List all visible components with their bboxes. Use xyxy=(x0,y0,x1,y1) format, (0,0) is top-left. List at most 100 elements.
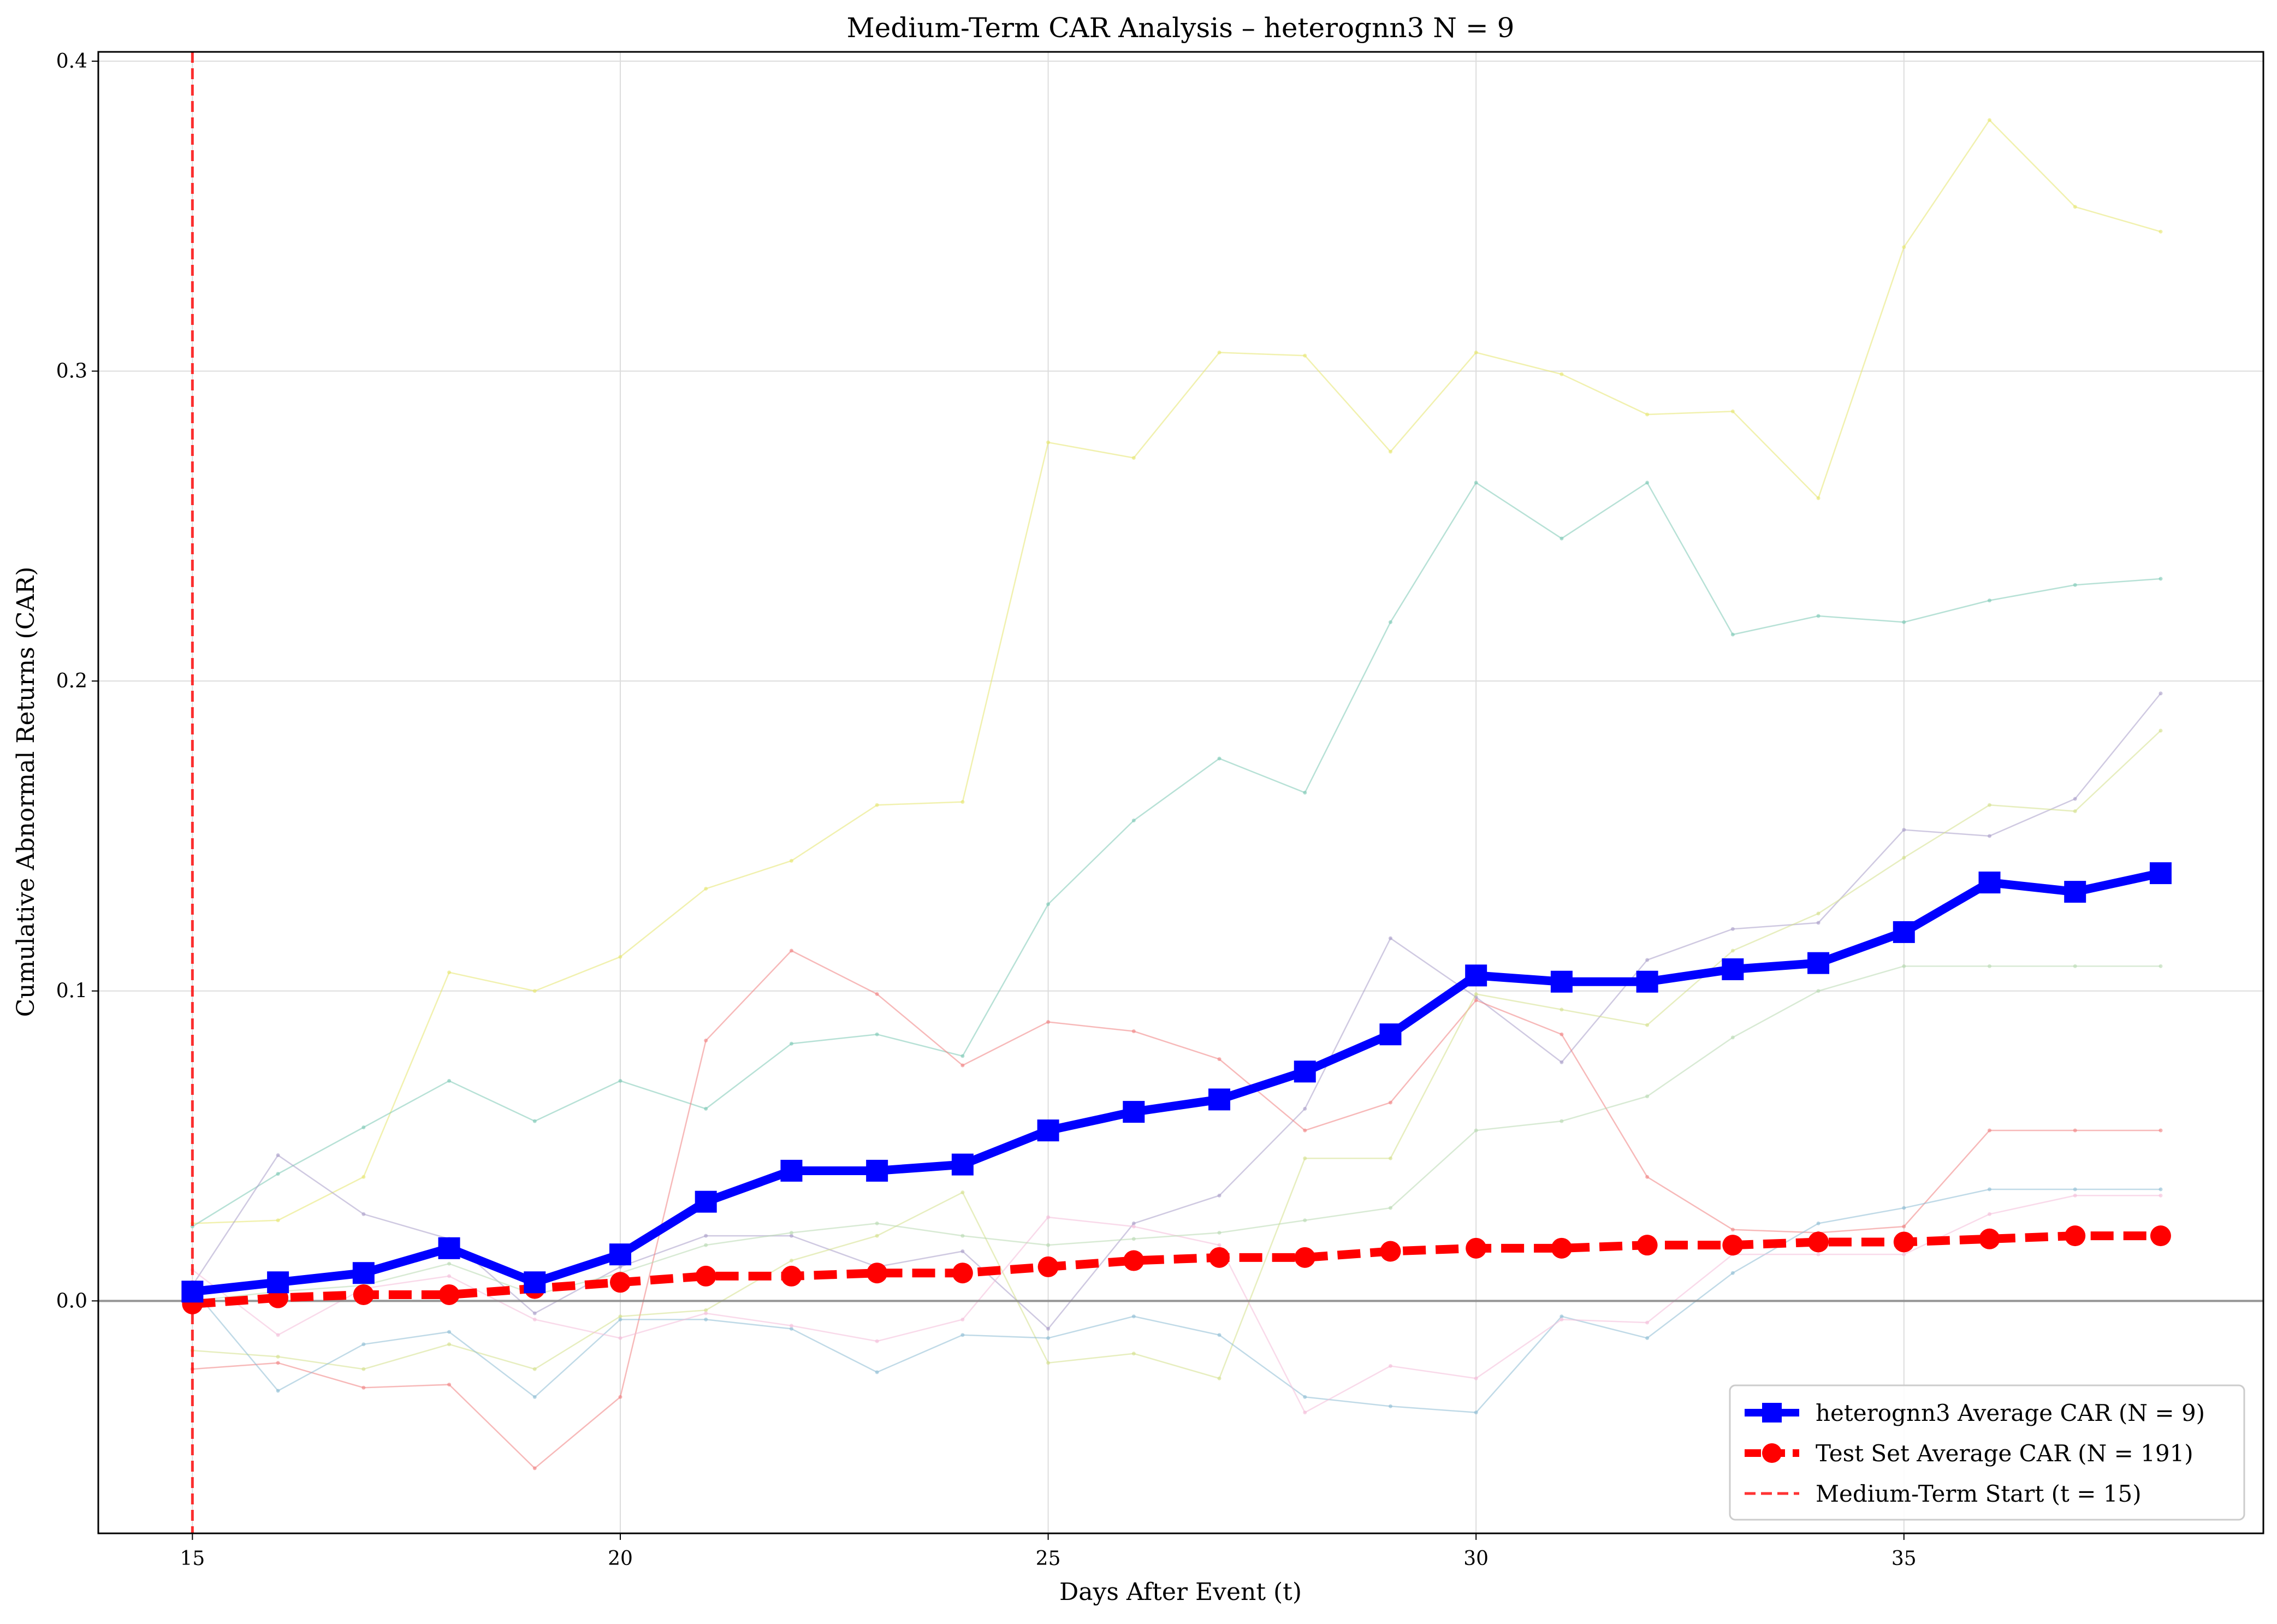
test-set-average-point xyxy=(1722,1235,1744,1256)
x-tick-label: 15 xyxy=(180,1548,205,1570)
individual-car-point xyxy=(960,1190,965,1195)
individual-car-point xyxy=(1217,1243,1221,1247)
individual-car-point xyxy=(789,1324,793,1328)
heterognn3-average-point xyxy=(267,1271,289,1294)
individual-car-point xyxy=(2159,964,2163,968)
individual-car-point xyxy=(1987,1128,1991,1133)
individual-car-point xyxy=(1388,1100,1392,1105)
individual-car-point xyxy=(704,1308,708,1312)
individual-car-point xyxy=(1131,1352,1136,1356)
individual-car-point xyxy=(1131,456,1136,460)
individual-car-point xyxy=(447,1330,452,1334)
individual-car-point xyxy=(361,1342,366,1347)
individual-car-point xyxy=(960,1063,965,1068)
legend-entry-test-set: Test Set Average CAR (N = 191) xyxy=(1816,1440,2193,1467)
individual-car-point xyxy=(1987,118,1991,122)
legend-entry-medium-term-start: Medium-Term Start (t = 15) xyxy=(1816,1480,2142,1507)
individual-car-point xyxy=(875,1221,879,1225)
individual-car-point xyxy=(1303,1218,1307,1223)
individual-car-point xyxy=(2073,797,2077,801)
axis-ticks: 15 20 25 30 35 0.0 0.1 0.2 0.3 0.4 xyxy=(56,50,1917,1570)
individual-car-point xyxy=(1131,1224,1136,1229)
individual-car-point xyxy=(1645,1175,1650,1179)
y-axis-label: Cumulative Abnormal Returns (CAR) xyxy=(12,567,40,1017)
individual-car-point xyxy=(1559,1032,1564,1036)
individual-car-point xyxy=(1730,949,1735,953)
individual-car-point xyxy=(1474,1410,1478,1415)
individual-car-point xyxy=(1303,1106,1307,1111)
heterognn3-average-point xyxy=(1893,921,1915,943)
x-tick-label: 35 xyxy=(1891,1548,1917,1570)
individual-car-point xyxy=(618,1336,622,1340)
individual-car-point xyxy=(1645,412,1650,417)
individual-car-point xyxy=(1217,1057,1221,1062)
individual-car-point xyxy=(618,1317,622,1321)
individual-car-point xyxy=(532,1367,537,1371)
plot-frame xyxy=(97,51,2264,1534)
legend-box xyxy=(1729,1384,2245,1521)
individual-car-point xyxy=(447,1383,452,1387)
individual-car-point xyxy=(875,1370,879,1374)
individual-car-point xyxy=(2159,229,2163,234)
individual-car-point xyxy=(618,1314,622,1319)
y-tick-label: 0.3 xyxy=(56,360,87,383)
individual-car-point xyxy=(1987,598,1991,603)
individual-car-point xyxy=(276,1153,280,1158)
individual-car-point xyxy=(276,1218,280,1223)
individual-car-point xyxy=(618,955,622,959)
individual-car-point xyxy=(1902,1252,1906,1256)
individual-car-point xyxy=(1046,1020,1051,1024)
individual-car-point xyxy=(447,1342,452,1347)
individual-car-point xyxy=(361,1385,366,1390)
individual-car-point xyxy=(1559,1119,1564,1123)
individual-car-point xyxy=(1388,936,1392,940)
heterognn3-average-point xyxy=(438,1237,460,1259)
test-set-average-point xyxy=(438,1284,460,1305)
legend-entry-heterognn3: heterognn3 Average CAR (N = 9) xyxy=(1816,1400,2205,1426)
individual-car-point xyxy=(1559,372,1564,376)
heterognn3-average-point xyxy=(1550,970,1573,993)
test-set-average-point xyxy=(2065,1225,2086,1247)
individual-car-point xyxy=(1474,1376,1478,1380)
individual-car-point xyxy=(1388,1404,1392,1408)
individual-car-point xyxy=(1217,756,1221,761)
individual-car-point xyxy=(1902,1206,1906,1210)
x-tick-label: 25 xyxy=(1036,1548,1061,1570)
individual-car-point xyxy=(618,1265,622,1269)
individual-car-point xyxy=(532,1119,537,1123)
individual-car-point xyxy=(1645,1336,1650,1340)
individual-car-point xyxy=(2159,1128,2163,1133)
individual-car-point xyxy=(1046,440,1051,444)
test-set-average-point xyxy=(1551,1237,1572,1259)
heterognn3-average-point xyxy=(2149,862,2172,885)
individual-car-point xyxy=(276,1333,280,1337)
y-tick-label: 0.2 xyxy=(56,670,87,692)
individual-car-point xyxy=(1645,1023,1650,1027)
individual-car-point xyxy=(1474,998,1478,1003)
individual-car-line xyxy=(192,730,2161,1379)
individual-car-point xyxy=(532,1317,537,1321)
individual-car-point xyxy=(704,1234,708,1238)
individual-car-point xyxy=(1474,481,1478,485)
test-set-average-point xyxy=(609,1272,631,1293)
individual-car-line xyxy=(192,118,2161,1224)
individual-car-point xyxy=(1816,921,1821,925)
individual-car-point xyxy=(1388,1156,1392,1160)
individual-car-point xyxy=(1559,1060,1564,1064)
individual-car-point xyxy=(1559,1317,1564,1321)
x-axis-label: Days After Event (t) xyxy=(1059,1578,1302,1606)
individual-car-point xyxy=(276,1172,280,1176)
individual-car-point xyxy=(618,1078,622,1083)
individual-car-point xyxy=(1046,1326,1051,1331)
individual-car-point xyxy=(1217,1376,1221,1380)
individual-car-point xyxy=(1902,620,1906,624)
heterognn3-average-point xyxy=(780,1159,803,1182)
individual-car-point xyxy=(361,1125,366,1129)
individual-car-point xyxy=(704,1039,708,1043)
heterognn3-average-point xyxy=(1636,970,1658,993)
individual-car-point xyxy=(789,949,793,953)
individual-car-point xyxy=(789,1259,793,1263)
individual-car-point xyxy=(1303,1395,1307,1399)
individual-car-point xyxy=(2073,583,2077,587)
